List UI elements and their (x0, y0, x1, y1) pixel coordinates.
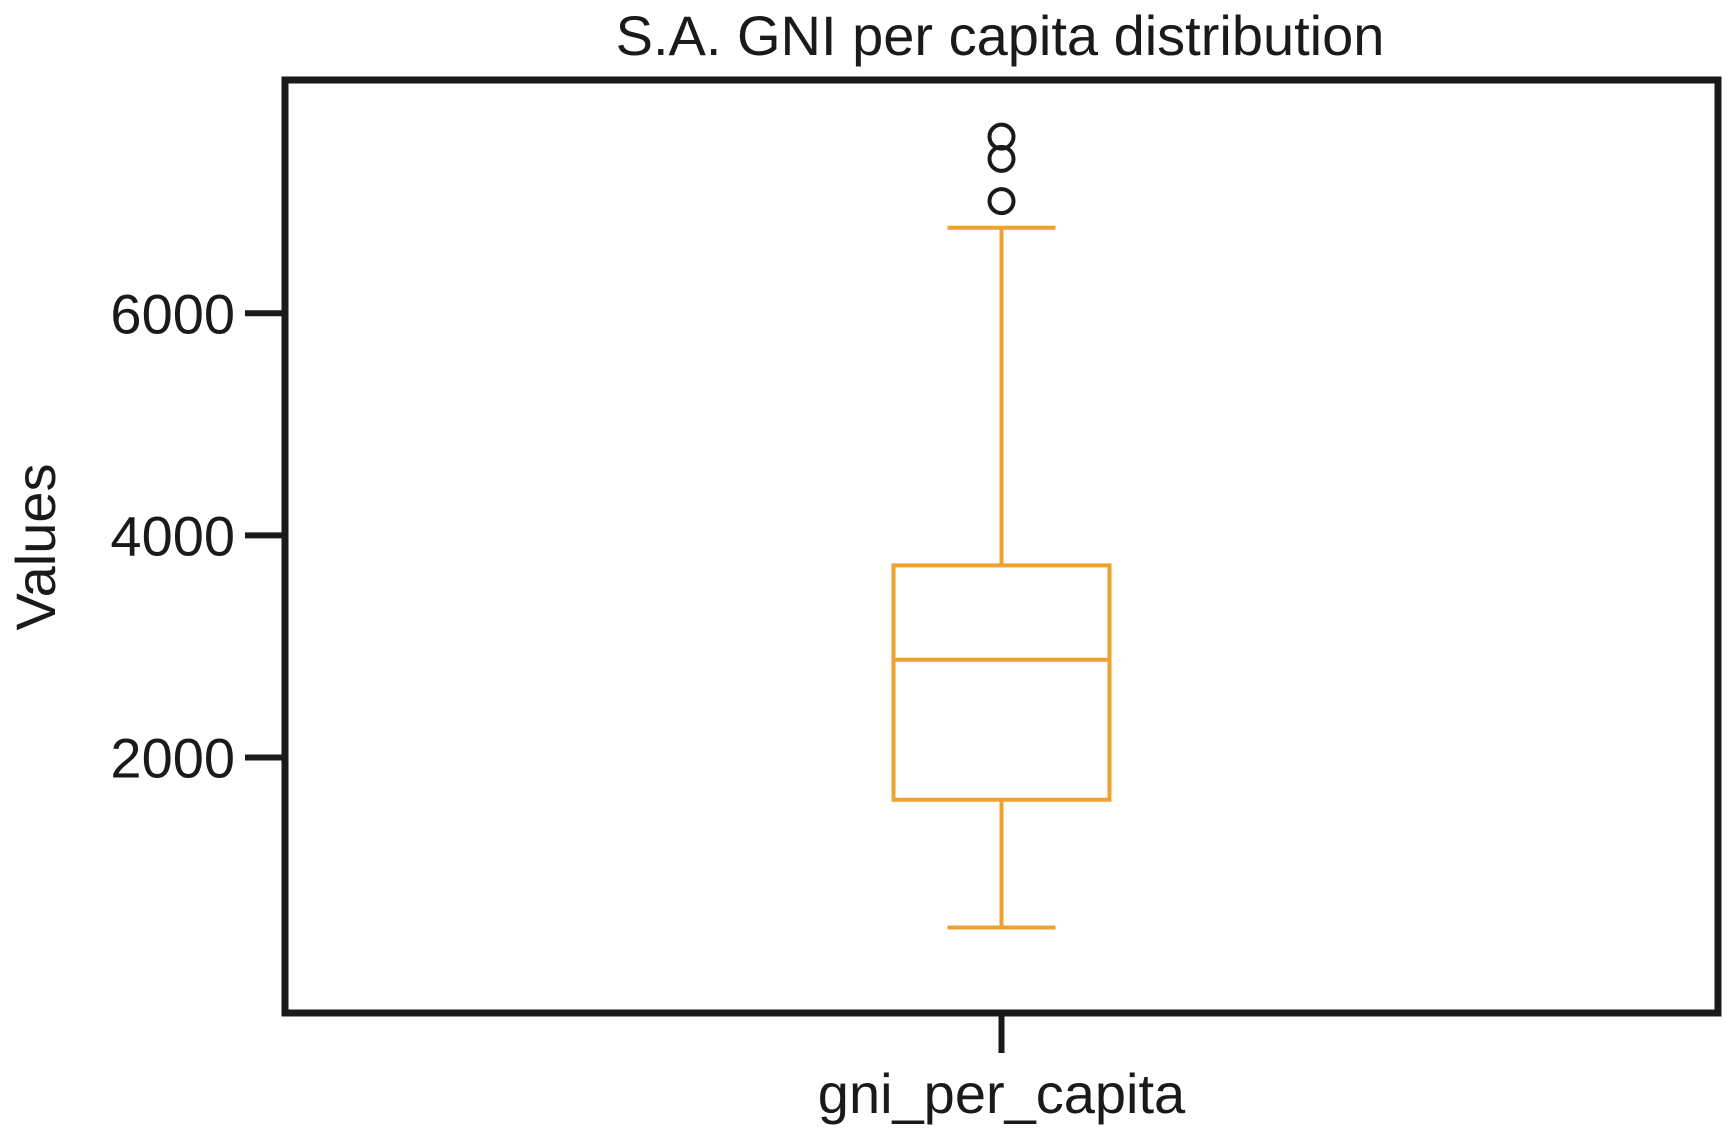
y-tick-label: 2000 (110, 727, 235, 790)
outlier-point (987, 122, 1016, 151)
interquartile-box (891, 563, 1112, 802)
x-tick-label: gni_per_capita (818, 1062, 1186, 1125)
box-series (891, 122, 1112, 930)
chart-title: S.A. GNI per capita distribution (616, 4, 1385, 67)
outlier-point (987, 187, 1016, 216)
y-axis-label: Values (4, 463, 67, 630)
y-tick-label: 4000 (110, 504, 235, 567)
box-group (891, 122, 1112, 930)
x-axis: gni_per_capita (818, 1013, 1186, 1125)
y-tick-label: 6000 (110, 282, 235, 345)
y-axis: 2000 4000 6000 (110, 282, 285, 790)
